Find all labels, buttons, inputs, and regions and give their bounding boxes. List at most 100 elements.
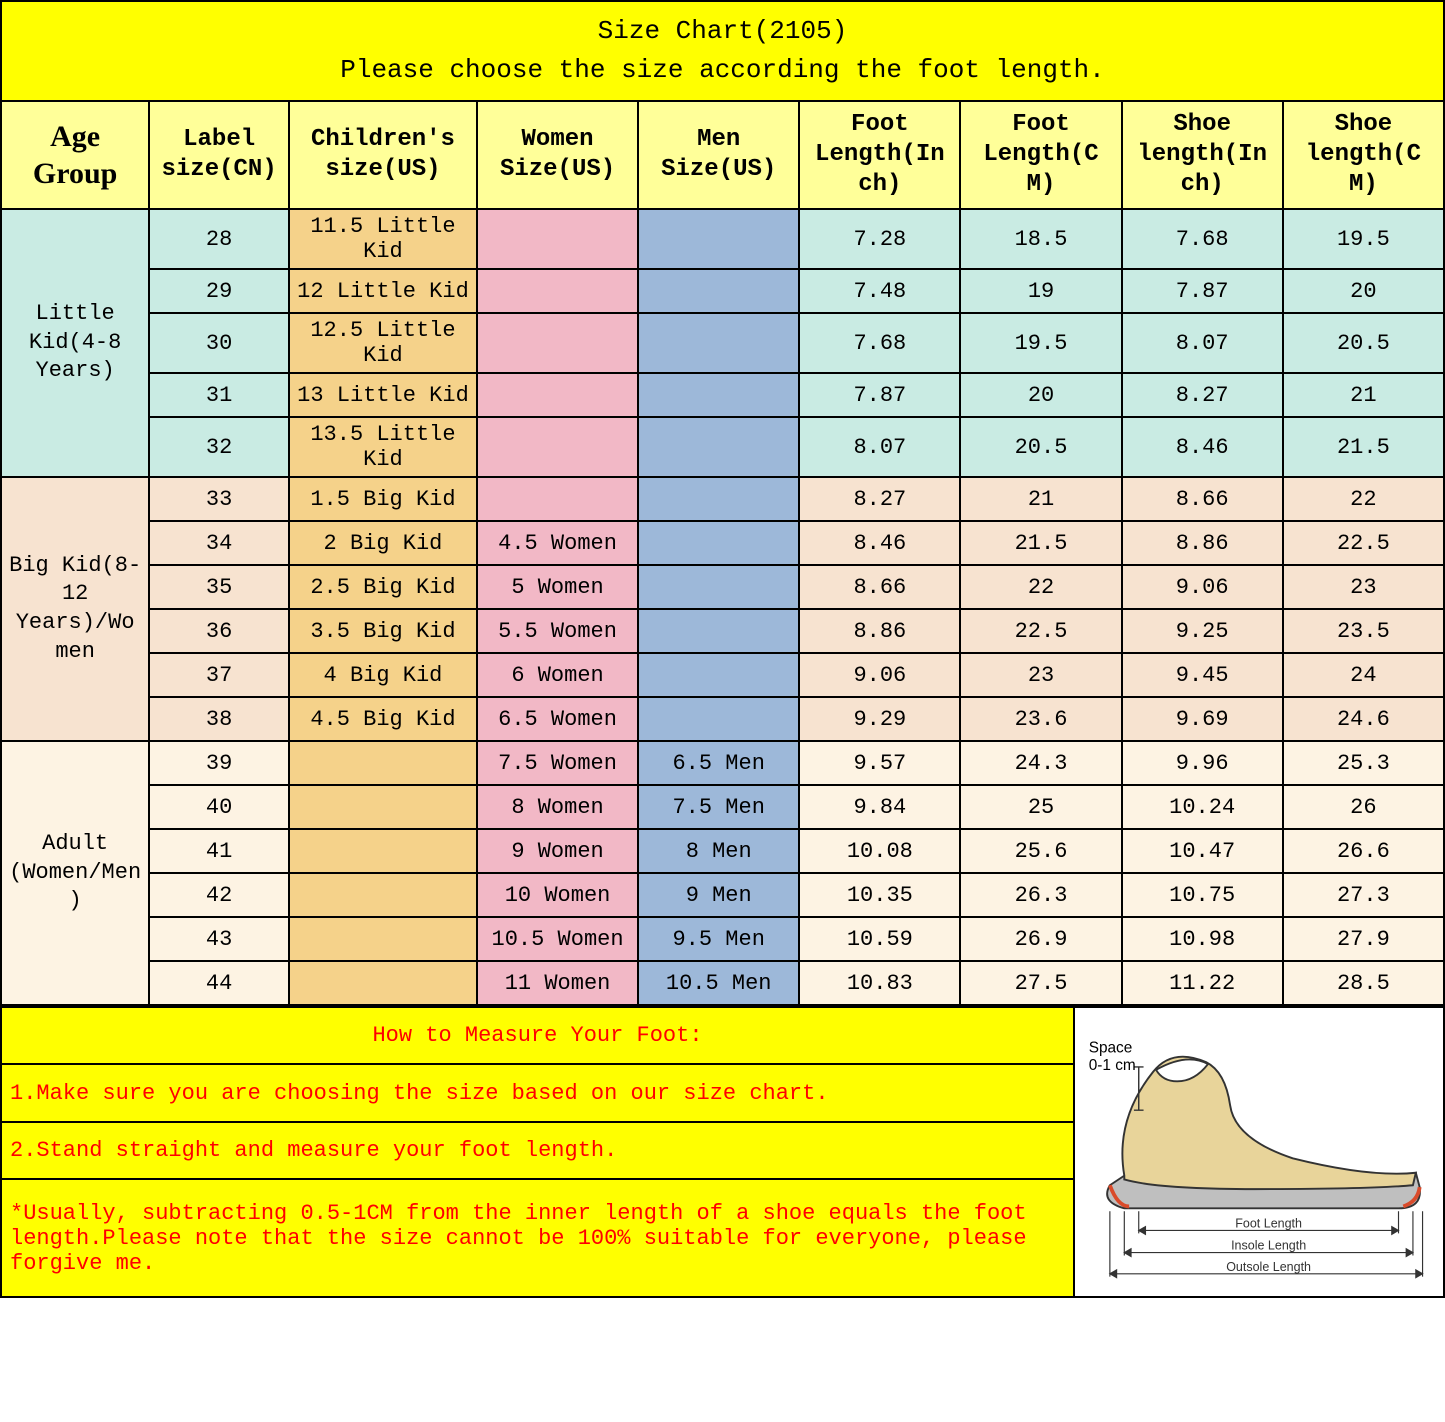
- cell-fli: 9.57: [799, 741, 960, 785]
- table-row: 408 Women7.5 Men9.842510.2426: [1, 785, 1444, 829]
- cell-label: 42: [149, 873, 289, 917]
- cell-sli: 9.25: [1122, 609, 1283, 653]
- table-row: 4411 Women10.5 Men10.8327.511.2228.5: [1, 961, 1444, 1005]
- footer-line1: 1.Make sure you are choosing the size ba…: [1, 1064, 1074, 1121]
- cell-flc: 26.9: [960, 917, 1121, 961]
- cell-fli: 8.86: [799, 609, 960, 653]
- cell-sli: 7.87: [1122, 269, 1283, 313]
- cell-fli: 10.83: [799, 961, 960, 1005]
- size-chart-table: Size Chart(2105) Please choose the size …: [0, 0, 1445, 1006]
- footer-table: How to Measure Your Foot: Space 0-1 cm: [0, 1006, 1445, 1298]
- cell-label: 30: [149, 313, 289, 373]
- cell-men: 6.5 Men: [638, 741, 799, 785]
- cell-women: [477, 313, 638, 373]
- cell-child: [289, 829, 477, 873]
- cell-slc: 19.5: [1283, 209, 1444, 269]
- cell-child: 11.5 Little Kid: [289, 209, 477, 269]
- table-row: Big Kid(8-12 Years)/Wo men331.5 Big Kid8…: [1, 477, 1444, 521]
- cell-fli: 10.59: [799, 917, 960, 961]
- cell-men: [638, 653, 799, 697]
- space-label: Space: [1089, 1039, 1133, 1056]
- cell-label: 28: [149, 209, 289, 269]
- table-row: 3213.5 Little Kid8.0720.58.4621.5: [1, 417, 1444, 477]
- cell-flc: 23: [960, 653, 1121, 697]
- cell-label: 41: [149, 829, 289, 873]
- cell-sli: 8.46: [1122, 417, 1283, 477]
- cell-fli: 7.48: [799, 269, 960, 313]
- cell-slc: 20.5: [1283, 313, 1444, 373]
- cell-fli: 7.68: [799, 313, 960, 373]
- cell-women: [477, 373, 638, 417]
- cell-women: 6.5 Women: [477, 697, 638, 741]
- cell-slc: 26: [1283, 785, 1444, 829]
- cell-fli: 10.08: [799, 829, 960, 873]
- age-group-cell: Little Kid(4-8 Years): [1, 209, 149, 477]
- cell-men: [638, 565, 799, 609]
- cell-label: 32: [149, 417, 289, 477]
- cell-women: 9 Women: [477, 829, 638, 873]
- cell-men: 9 Men: [638, 873, 799, 917]
- table-row: 419 Women8 Men10.0825.610.4726.6: [1, 829, 1444, 873]
- cell-sli: 11.22: [1122, 961, 1283, 1005]
- cell-men: 7.5 Men: [638, 785, 799, 829]
- cell-flc: 26.3: [960, 873, 1121, 917]
- cell-sli: 10.47: [1122, 829, 1283, 873]
- cell-slc: 27.9: [1283, 917, 1444, 961]
- cell-flc: 21.5: [960, 521, 1121, 565]
- title-line1: Size Chart(2105): [598, 16, 848, 46]
- hdr-men: Men Size(US): [638, 101, 799, 209]
- cell-men: [638, 209, 799, 269]
- cell-child: [289, 785, 477, 829]
- cell-sli: 10.75: [1122, 873, 1283, 917]
- table-row: 42 10 Women9 Men10.3526.310.7527.3: [1, 873, 1444, 917]
- cell-women: [477, 417, 638, 477]
- cell-women: 10 Women: [477, 873, 638, 917]
- cell-fli: 8.66: [799, 565, 960, 609]
- cell-sli: 8.86: [1122, 521, 1283, 565]
- table-row: 3113 Little Kid7.87208.2721: [1, 373, 1444, 417]
- cell-men: 9.5 Men: [638, 917, 799, 961]
- footer-title: How to Measure Your Foot:: [1, 1007, 1074, 1064]
- table-row: 342 Big Kid4.5 Women8.4621.58.8622.5: [1, 521, 1444, 565]
- cell-label: 40: [149, 785, 289, 829]
- cell-child: 3.5 Big Kid: [289, 609, 477, 653]
- cell-slc: 24.6: [1283, 697, 1444, 741]
- cell-slc: 28.5: [1283, 961, 1444, 1005]
- cell-fli: 10.35: [799, 873, 960, 917]
- cell-sli: 8.07: [1122, 313, 1283, 373]
- cell-sli: 8.27: [1122, 373, 1283, 417]
- cell-slc: 22: [1283, 477, 1444, 521]
- table-row: 374 Big Kid6 Women9.06239.4524: [1, 653, 1444, 697]
- cell-sli: 9.06: [1122, 565, 1283, 609]
- hdr-slc: Shoe length(C M): [1283, 101, 1444, 209]
- footer-note: *Usually, subtracting 0.5-1CM from the i…: [1, 1179, 1074, 1297]
- cell-fli: 8.07: [799, 417, 960, 477]
- cell-women: 4.5 Women: [477, 521, 638, 565]
- cell-flc: 24.3: [960, 741, 1121, 785]
- cell-flc: 20.5: [960, 417, 1121, 477]
- cell-child: 12.5 Little Kid: [289, 313, 477, 373]
- cell-slc: 27.3: [1283, 873, 1444, 917]
- cell-flc: 25: [960, 785, 1121, 829]
- title-row: Size Chart(2105) Please choose the size …: [1, 1, 1444, 101]
- cell-men: 8 Men: [638, 829, 799, 873]
- cell-women: 7.5 Women: [477, 741, 638, 785]
- insole-length-label: Insole Length: [1231, 1239, 1306, 1253]
- cell-label: 43: [149, 917, 289, 961]
- cell-sli: 8.66: [1122, 477, 1283, 521]
- cell-label: 34: [149, 521, 289, 565]
- cell-sli: 10.24: [1122, 785, 1283, 829]
- footer-line2: 2.Stand straight and measure your foot l…: [1, 1122, 1074, 1179]
- foot-length-label: Foot Length: [1235, 1217, 1302, 1231]
- cell-women: 11 Women: [477, 961, 638, 1005]
- cell-child: [289, 873, 477, 917]
- cell-slc: 22.5: [1283, 521, 1444, 565]
- cell-label: 38: [149, 697, 289, 741]
- table-row: 352.5 Big Kid5 Women8.66229.0623: [1, 565, 1444, 609]
- cell-label: 33: [149, 477, 289, 521]
- cell-men: [638, 269, 799, 313]
- cell-sli: 9.69: [1122, 697, 1283, 741]
- hdr-flc: Foot Length(C M): [960, 101, 1121, 209]
- cell-label: 35: [149, 565, 289, 609]
- cell-flc: 22: [960, 565, 1121, 609]
